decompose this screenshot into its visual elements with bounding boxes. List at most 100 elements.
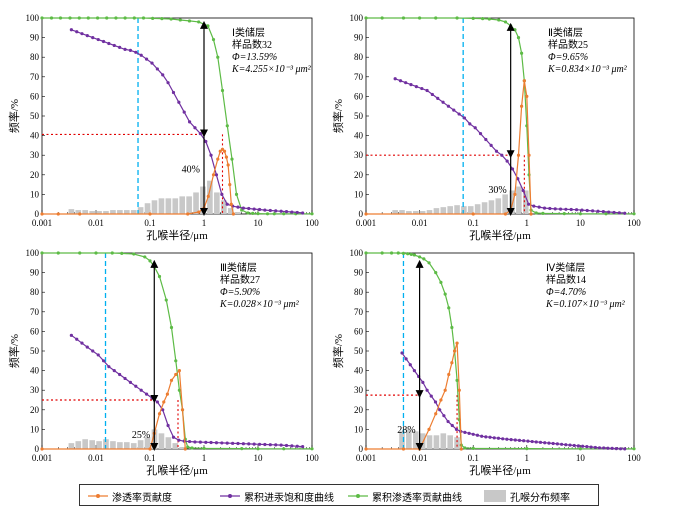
mercury-saturation-point xyxy=(198,132,202,136)
cumulative-perm-point xyxy=(225,124,229,128)
cumulative-perm-point xyxy=(503,20,508,24)
cumulative-perm-point xyxy=(487,17,491,21)
mercury-saturation-point xyxy=(496,436,501,440)
mercury-saturation-point xyxy=(75,337,79,341)
mercury-saturation-point xyxy=(414,85,418,89)
distribution-bar xyxy=(440,433,447,449)
percent-label: 30% xyxy=(488,185,506,196)
panel-3: 0 10 20 30 40 50 60 70 80 90 100 0.001 0.01 0.1 1 10 100… xyxy=(7,248,319,477)
annotation-line: Φ=4.70% xyxy=(546,287,586,298)
mercury-saturation-point xyxy=(295,210,299,215)
cumulative-perm-point xyxy=(265,212,270,216)
legend-item-perm: 渗透率贡献度 xyxy=(88,488,172,504)
mercury-saturation-point xyxy=(101,39,106,44)
cumulative-perm-point xyxy=(234,192,239,196)
cumulative-perm-point xyxy=(68,16,72,20)
y-tick-label: 90 xyxy=(30,33,40,43)
cumulative-perm-point xyxy=(177,388,181,392)
cumulative-perm-point xyxy=(148,259,152,263)
mercury-saturation-point xyxy=(494,149,499,153)
mercury-saturation-point xyxy=(500,153,504,157)
mercury-saturation-point xyxy=(118,372,122,377)
distribution-bar xyxy=(82,210,88,214)
cumulative-perm-point xyxy=(513,28,517,32)
perm-contribution-point xyxy=(186,212,190,216)
distribution-bar xyxy=(488,200,495,214)
cumulative-perm-point xyxy=(364,251,368,255)
mercury-saturation-point xyxy=(602,446,606,450)
x-tick-label: 0.001 xyxy=(356,218,376,228)
perm-contribution-point xyxy=(520,104,524,108)
plot-frame xyxy=(41,252,313,450)
cumulative-perm-point xyxy=(310,212,314,216)
cumulative-perm-point xyxy=(604,212,608,216)
x-tick-label: 0.1 xyxy=(144,453,155,463)
distribution-bar xyxy=(406,211,412,214)
cumulative-perm-point xyxy=(520,51,524,55)
mercury-saturation-point xyxy=(393,77,397,81)
distribution-bar xyxy=(440,207,447,214)
mercury-saturation-point xyxy=(612,210,616,215)
distribution-bar xyxy=(467,206,474,214)
perm-contribution-point xyxy=(177,369,181,373)
cumulative-perm-point xyxy=(190,446,194,450)
cumulative-perm-point xyxy=(206,24,210,28)
cumulative-perm-point xyxy=(418,16,422,20)
cumulative-perm-point xyxy=(272,212,276,216)
mercury-saturation-point xyxy=(107,41,111,46)
cumulative-perm-point xyxy=(463,446,467,450)
mercury-saturation-point xyxy=(225,202,229,206)
distribution-bar xyxy=(68,209,75,214)
mercury-saturation-point xyxy=(452,108,456,112)
x-tick-label: 100 xyxy=(627,453,641,463)
cumulative-perm-point xyxy=(174,359,178,363)
cumulative-perm-point xyxy=(632,212,636,216)
mercury-saturation-point xyxy=(558,207,563,211)
mercury-saturation-point xyxy=(268,443,272,447)
mercury-saturation-point xyxy=(193,126,197,130)
y-tick-label: 60 xyxy=(354,91,364,101)
mercury-saturation-point xyxy=(118,45,122,50)
distribution-bar xyxy=(227,208,234,214)
cumulative-perm-point xyxy=(58,16,63,20)
distribution-bar xyxy=(221,200,227,214)
perm-contribution-point xyxy=(459,447,463,451)
mercury-saturation-point xyxy=(301,445,305,449)
cumulative-perm-point xyxy=(160,16,164,21)
mercury-saturation-point xyxy=(263,442,267,447)
cumulative-perm-point xyxy=(455,16,459,20)
mercury-saturation-point xyxy=(408,363,412,367)
mercury-saturation-point xyxy=(522,439,526,443)
mercury-saturation-point xyxy=(193,440,197,444)
mercury-saturation-point xyxy=(268,208,272,213)
perm-contribution-point xyxy=(447,372,451,377)
y-tick-label: 0 xyxy=(359,444,364,454)
legend-item-cum: 累积渗透率贡献曲线 xyxy=(348,488,462,504)
mercury-saturation-point xyxy=(597,446,602,450)
y-tick-label: 90 xyxy=(354,268,364,278)
mercury-saturation-point xyxy=(69,333,73,337)
cumulative-perm-point xyxy=(56,251,60,255)
distribution-bar xyxy=(447,206,453,214)
cumulative-perm-point xyxy=(282,447,286,451)
distribution-bar xyxy=(214,192,220,214)
distribution-bar xyxy=(399,431,405,449)
mercury-saturation-point xyxy=(433,400,438,404)
cumulative-perm-point xyxy=(216,55,220,59)
cumulative-perm-point xyxy=(412,253,417,257)
mercury-saturation-point xyxy=(398,79,403,83)
y-tick-label: 30 xyxy=(354,150,364,160)
legend-perm-marker-icon xyxy=(88,494,108,498)
y-tick-label: 80 xyxy=(30,52,40,62)
cumulative-perm-point xyxy=(143,255,147,259)
distribution-bar xyxy=(481,202,488,214)
distribution-bar xyxy=(96,441,102,449)
mercury-saturation-point xyxy=(489,143,493,147)
mercury-saturation-point xyxy=(543,441,547,445)
mercury-saturation-point xyxy=(290,444,294,448)
distribution-bar xyxy=(123,442,130,449)
x-tick-label: 100 xyxy=(627,218,641,228)
perm-contribution-line xyxy=(42,148,234,215)
perm-contribution-point xyxy=(148,212,152,216)
annotation-line: Ⅰ类储层 xyxy=(232,26,265,39)
